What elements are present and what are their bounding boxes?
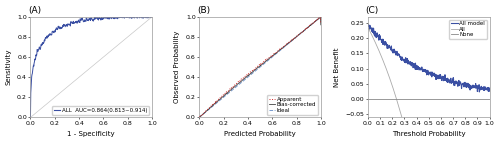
X-axis label: Predicted Probability: Predicted Probability [224,131,296,137]
Y-axis label: Net Benefit: Net Benefit [334,47,340,87]
Y-axis label: Observed Probability: Observed Probability [174,31,180,103]
Text: (B): (B) [197,6,210,15]
Legend: Apparent, Bias-corrected, Ideal: Apparent, Bias-corrected, Ideal [267,95,318,115]
Legend: All model, All, None: All model, All, None [450,20,487,39]
X-axis label: Threshold Probability: Threshold Probability [392,131,466,137]
Y-axis label: Sensitivity: Sensitivity [6,49,12,85]
Legend: ALL  AUC=0.864(0.813~0.914): ALL AUC=0.864(0.813~0.914) [52,106,150,115]
Text: (C): (C) [366,6,379,15]
Text: (A): (A) [28,6,41,15]
X-axis label: 1 - Specificity: 1 - Specificity [68,131,115,137]
